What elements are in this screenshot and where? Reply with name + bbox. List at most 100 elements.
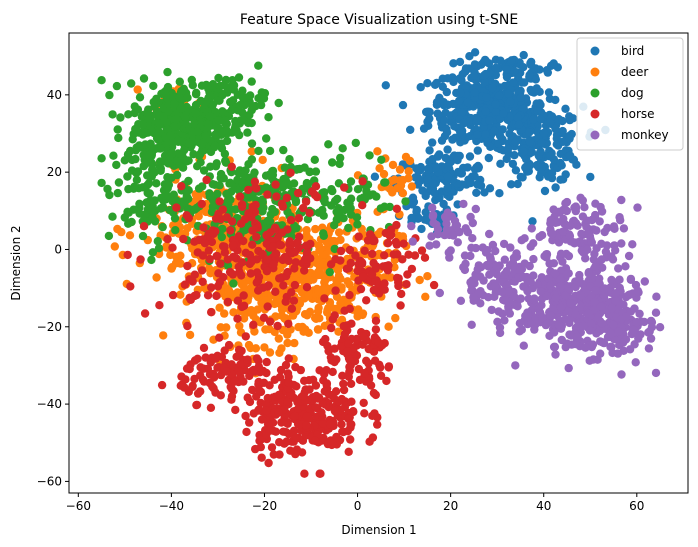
point-dog	[183, 139, 193, 148]
point-bird	[443, 172, 453, 182]
point-horse	[204, 246, 213, 255]
point-bird	[522, 162, 531, 171]
point-horse	[218, 205, 228, 214]
point-horse	[286, 215, 296, 225]
point-monkey	[500, 316, 509, 325]
point-bird	[528, 217, 537, 226]
point-horse	[215, 197, 224, 206]
point-horse	[367, 232, 376, 242]
legend-marker-dog	[590, 88, 600, 98]
point-deer	[315, 245, 324, 255]
point-deer	[265, 348, 275, 357]
point-monkey	[533, 280, 542, 289]
point-dog	[214, 96, 224, 105]
point-monkey	[630, 304, 639, 313]
point-monkey	[640, 277, 649, 286]
point-horse	[209, 373, 219, 382]
point-horse	[263, 255, 272, 264]
point-dog	[238, 86, 247, 95]
point-bird	[519, 62, 528, 72]
point-monkey	[455, 228, 464, 237]
point-horse	[330, 357, 339, 367]
point-horse	[359, 398, 368, 408]
point-monkey	[564, 307, 573, 316]
point-horse	[269, 260, 278, 269]
point-horse	[188, 382, 197, 392]
point-dog	[126, 146, 135, 156]
point-dog	[207, 207, 217, 217]
point-deer	[302, 226, 311, 235]
point-monkey	[628, 240, 637, 249]
point-horse	[298, 391, 308, 401]
point-dog	[120, 156, 129, 165]
point-dog	[97, 154, 106, 163]
point-bird	[424, 165, 433, 174]
point-dog	[168, 138, 177, 147]
point-dog	[254, 61, 263, 70]
point-horse	[246, 269, 255, 278]
point-horse	[368, 411, 377, 420]
y-tick-label: 40	[47, 88, 62, 102]
point-bird	[473, 115, 482, 124]
point-horse	[216, 259, 225, 268]
legend-label-monkey: monkey	[621, 128, 669, 142]
y-tick-label: −40	[37, 397, 62, 411]
legend: bird deer dog horse monkey	[576, 37, 684, 151]
point-dog	[343, 198, 352, 207]
point-deer	[235, 321, 244, 331]
point-horse	[383, 263, 392, 272]
point-deer	[162, 243, 171, 252]
point-horse	[397, 289, 406, 299]
point-bird	[469, 71, 479, 81]
point-monkey	[456, 296, 466, 305]
point-dog	[205, 192, 214, 201]
point-deer	[395, 165, 405, 174]
point-horse	[336, 342, 346, 351]
point-monkey	[652, 292, 661, 301]
point-monkey	[614, 264, 623, 273]
point-dog	[163, 184, 172, 193]
point-horse	[123, 250, 132, 260]
point-monkey	[461, 259, 470, 268]
point-monkey	[575, 277, 584, 286]
point-monkey	[473, 265, 482, 274]
point-monkey	[484, 262, 493, 271]
point-dog	[113, 188, 123, 198]
point-monkey	[546, 219, 555, 228]
point-monkey	[597, 255, 606, 264]
point-horse	[245, 418, 254, 427]
point-monkey	[621, 262, 630, 271]
point-monkey	[463, 228, 473, 237]
point-horse	[286, 168, 295, 177]
point-dog	[141, 128, 150, 138]
point-dog	[112, 81, 122, 91]
point-dog	[222, 189, 231, 199]
point-horse	[346, 379, 356, 388]
x-tick-label: 40	[536, 499, 551, 513]
point-bird	[504, 89, 513, 99]
point-dog	[154, 244, 164, 253]
point-monkey	[471, 243, 480, 253]
point-bird	[545, 118, 555, 127]
point-horse	[302, 421, 311, 430]
point-monkey	[444, 248, 453, 257]
point-bird	[506, 112, 515, 122]
point-dog	[216, 173, 225, 183]
point-horse	[289, 296, 299, 305]
point-bird	[430, 163, 440, 173]
point-dog	[135, 199, 144, 208]
point-dog	[158, 222, 167, 232]
point-horse	[402, 280, 411, 289]
point-deer	[390, 175, 399, 184]
point-horse	[190, 374, 199, 384]
point-monkey	[570, 309, 580, 318]
point-dog	[210, 141, 220, 151]
point-horse	[228, 270, 238, 279]
point-horse	[249, 409, 258, 418]
point-bird	[531, 75, 540, 84]
point-monkey	[459, 199, 468, 209]
point-dog	[250, 168, 259, 177]
point-horse	[283, 369, 293, 378]
point-deer	[345, 280, 354, 289]
point-dog	[247, 139, 257, 148]
